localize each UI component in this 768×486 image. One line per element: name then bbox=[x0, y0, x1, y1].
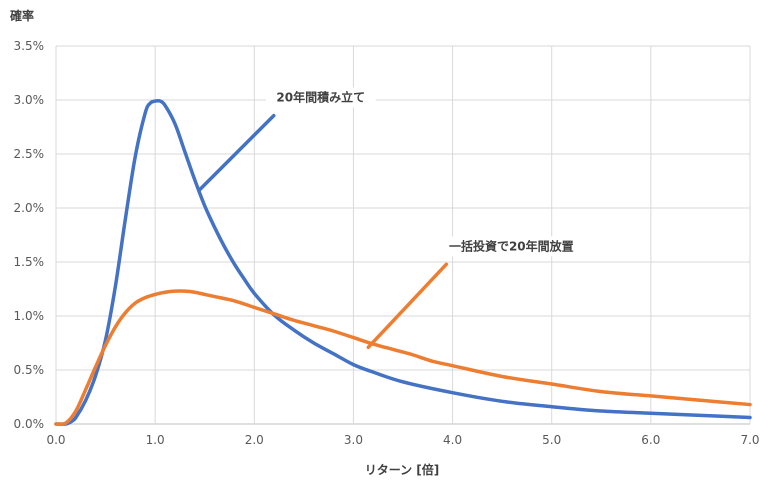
x-axis-ticks: 0.0 1.0 2.0 3.0 4.0 5.0 6.0 7.0 bbox=[46, 433, 759, 447]
y-tick-label: 1.0% bbox=[14, 309, 45, 323]
series-line-2 bbox=[54, 289, 752, 426]
annotation-label-1: 20年間積み立て bbox=[276, 90, 365, 105]
x-tick-label: 5.0 bbox=[542, 433, 561, 447]
x-tick-label: 0.0 bbox=[46, 433, 65, 447]
grid-lines bbox=[55, 45, 751, 425]
y-tick-label: 2.5% bbox=[14, 147, 45, 161]
x-tick-label: 2.0 bbox=[245, 433, 264, 447]
x-tick-label: 3.0 bbox=[344, 433, 363, 447]
x-axis-title: リターン [倍] bbox=[365, 462, 440, 477]
annotation-label-bg bbox=[265, 87, 376, 108]
series-line-1 bbox=[54, 98, 752, 426]
x-tick-label: 7.0 bbox=[740, 433, 759, 447]
y-tick-label: 0.5% bbox=[14, 363, 45, 377]
annotation-leader-1 bbox=[198, 113, 276, 192]
y-tick-label: 3.0% bbox=[14, 93, 45, 107]
y-tick-label: 0.0% bbox=[14, 417, 45, 431]
annotation-label-bg bbox=[438, 236, 585, 257]
annotation-label-2: 一括投資で20年間放置 bbox=[449, 238, 574, 253]
y-tick-label: 2.0% bbox=[14, 201, 45, 215]
x-tick-label: 6.0 bbox=[641, 433, 660, 447]
annotation-leader-2 bbox=[366, 262, 449, 350]
x-tick-label: 4.0 bbox=[443, 433, 462, 447]
y-tick-label: 1.5% bbox=[14, 255, 45, 269]
x-tick-label: 1.0 bbox=[146, 433, 165, 447]
y-tick-label: 3.5% bbox=[14, 39, 45, 53]
series-layer bbox=[54, 98, 752, 426]
y-axis-ticks: 0.0% 0.5% 1.0% 1.5% 2.0% 2.5% 3.0% 3.5% bbox=[14, 39, 45, 431]
y-axis-title: 確率 bbox=[10, 8, 34, 23]
